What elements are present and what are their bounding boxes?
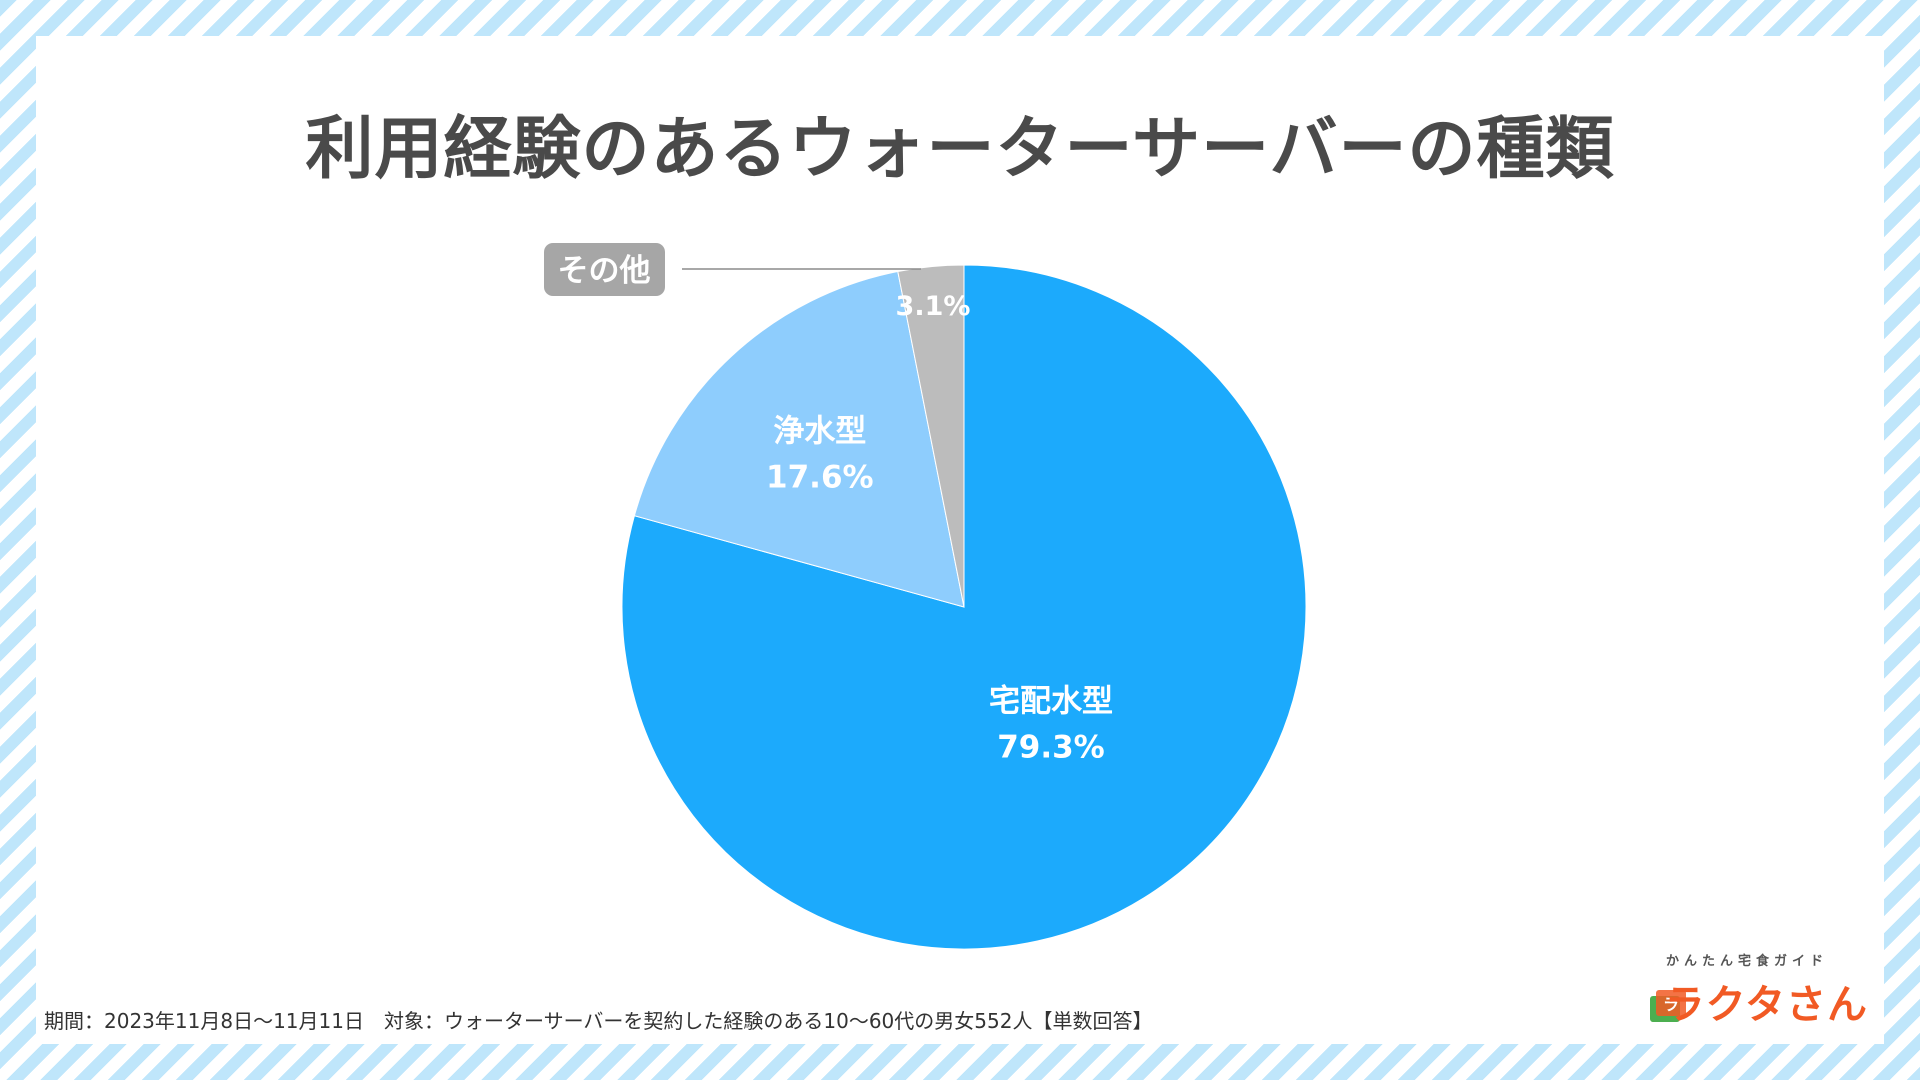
logo-tagline: かんたん宅食ガイド (1665, 954, 1828, 969)
logo-mark-text: ラ (1663, 995, 1679, 1014)
chart-title: 利用経験のあるウォーターサーバーの種類 (305, 110, 1615, 189)
slice-label-2: 浄水型 (773, 414, 866, 450)
slice-value-3: 3.1% (896, 291, 971, 322)
pie-slice-3 (897, 264, 965, 608)
callout-badge (544, 243, 665, 296)
logo-mark-icon: ラ (1650, 990, 1686, 1022)
slice-value-1: 79.3% (997, 729, 1105, 765)
chart-panel: 利用経験のあるウォーターサーバーの種類 その他 宅配水型 79.3% 浄水型 17.6… (36, 36, 1884, 1044)
brand-logo: かんたん宅食ガイド ラ ラクタさん (1608, 950, 1868, 1030)
pie-slice-2 (633, 270, 965, 608)
slice-value-2: 17.6% (766, 460, 874, 496)
pie-chart: その他 宅配水型 79.3% 浄水型 17.6% 3.1% (544, 243, 1307, 950)
slice-label-1: 宅配水型 (989, 683, 1113, 719)
other-callout: その他 (544, 243, 921, 296)
callout-label: その他 (558, 253, 651, 289)
survey-footnote: 期間：2023年11月8日〜11月11日 対象：ウォーターサーバーを契約した経験… (44, 1009, 1153, 1033)
logo-brand: ラクタさん (1664, 982, 1868, 1028)
